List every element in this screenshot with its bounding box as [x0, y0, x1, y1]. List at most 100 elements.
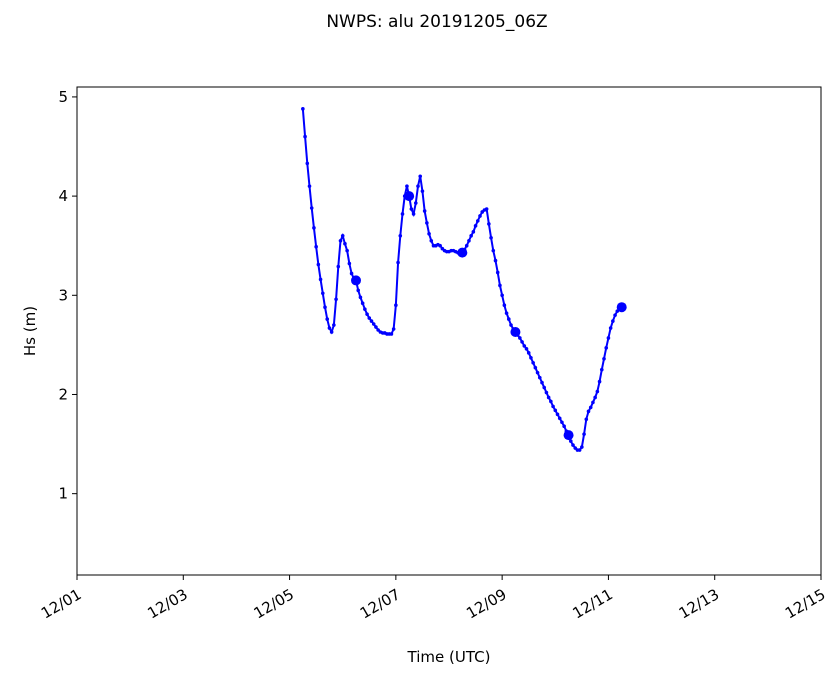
data-point [526, 351, 531, 355]
data-point [546, 395, 551, 400]
data-point [360, 301, 365, 306]
data-point [400, 212, 405, 216]
data-point [332, 323, 336, 327]
data-point [591, 400, 595, 405]
data-point [340, 233, 345, 238]
data-point [314, 244, 318, 249]
data-point [323, 305, 327, 309]
y-tick-label: 4 [58, 187, 68, 205]
data-point [411, 212, 416, 216]
data-point [462, 247, 467, 252]
data-point [404, 191, 415, 202]
x-tick-label: 12/11 [569, 585, 615, 622]
data-point [562, 424, 566, 429]
data-point [580, 445, 584, 449]
data-point [418, 174, 423, 179]
data-point [427, 231, 431, 236]
data-point [301, 107, 305, 111]
data-point [537, 375, 542, 380]
data-point [396, 260, 400, 265]
data-point [391, 327, 396, 331]
data-point [584, 417, 589, 422]
data-point [542, 385, 547, 390]
data-point [303, 134, 307, 139]
data-point [365, 312, 369, 316]
data-point [504, 311, 509, 315]
plot-frame [76, 86, 822, 576]
y-tick-label: 2 [58, 385, 68, 403]
data-point [520, 340, 524, 344]
data-point [467, 238, 471, 243]
data-point [363, 307, 367, 311]
data-point [515, 333, 520, 337]
data-point [422, 209, 427, 213]
data-point [524, 347, 529, 351]
x-tick-label: 12/03 [144, 585, 190, 622]
data-point [613, 313, 617, 317]
data-point [484, 207, 489, 211]
data-point [309, 206, 314, 210]
chart-title: NWPS: alu 20191205_06Z [326, 12, 547, 32]
data-point [616, 302, 627, 313]
data-point [347, 261, 352, 266]
x-axis-label: Time (UTC) [407, 648, 491, 666]
data-point [606, 336, 611, 340]
data-point [338, 238, 343, 243]
data-point [602, 356, 606, 361]
data-point [425, 221, 429, 225]
data-point [320, 291, 325, 296]
data-point [568, 439, 573, 443]
data-point [577, 448, 582, 452]
y-axis-label: Hs (m) [21, 306, 39, 356]
data-point [358, 295, 363, 300]
data-point [469, 233, 473, 238]
data-point [555, 412, 560, 417]
data-point [394, 303, 398, 308]
data-point [374, 325, 378, 329]
data-point [312, 226, 316, 230]
data-point [416, 184, 420, 188]
x-tick-label: 12/09 [463, 585, 509, 622]
data-point [464, 243, 469, 248]
data-point [560, 420, 564, 425]
data-point [356, 288, 361, 293]
data-point [420, 189, 425, 193]
y-tick-label: 3 [58, 286, 68, 304]
data-point [502, 303, 507, 308]
data-point [599, 367, 604, 372]
y-tick-label: 5 [58, 88, 68, 106]
data-point [389, 332, 394, 336]
data-point [588, 405, 593, 410]
y-tick-label: 1 [58, 485, 68, 503]
data-point [595, 389, 600, 394]
data-point [307, 184, 312, 188]
data-point [529, 355, 533, 360]
data-point [327, 326, 332, 330]
data-point [405, 184, 409, 188]
data-point [367, 316, 372, 320]
data-point [475, 219, 480, 223]
data-point [604, 346, 609, 350]
data-point [495, 270, 500, 275]
data-line [301, 108, 623, 452]
data-point [478, 214, 482, 218]
data-point [551, 404, 555, 409]
data-point [351, 275, 361, 286]
data-point [608, 326, 613, 330]
data-point [557, 416, 562, 421]
data-point [597, 379, 602, 384]
data-point [473, 224, 478, 228]
x-tick-label: 12/05 [251, 585, 297, 622]
data-point [500, 293, 504, 298]
data-point [531, 360, 535, 365]
x-tick-label: 12/07 [357, 585, 403, 622]
data-point [471, 230, 476, 234]
data-point [563, 430, 574, 441]
x-tick-label: 12/01 [38, 585, 84, 622]
data-point [491, 248, 496, 253]
data-point [316, 262, 321, 267]
data-point [535, 370, 540, 375]
data-point [398, 233, 403, 238]
x-tick-label: 12/15 [782, 585, 828, 622]
